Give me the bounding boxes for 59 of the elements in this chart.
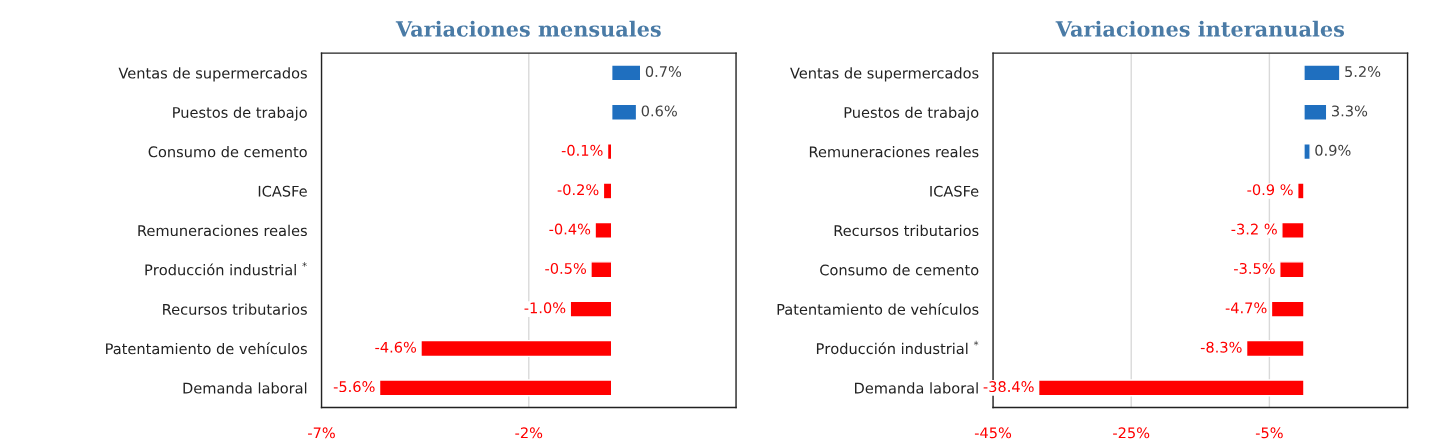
data-label: -8.3% <box>1200 341 1242 353</box>
y-tick-label: Recursos tributarios <box>834 224 979 237</box>
bar <box>1303 143 1311 161</box>
bar <box>569 300 613 318</box>
data-label: -0.1% <box>561 144 603 156</box>
chart-title: Variaciones interanuales <box>1055 20 1345 37</box>
bar <box>1297 182 1305 200</box>
data-label: -4.7% <box>1225 302 1267 314</box>
x-tick-label: -25% <box>1113 427 1150 439</box>
data-label: 5.2% <box>1345 66 1381 78</box>
y-tick-label: Remuneraciones reales <box>809 146 979 158</box>
data-label: -5.6% <box>333 381 375 393</box>
bar <box>1037 379 1305 397</box>
data-label: -0.5% <box>545 262 587 274</box>
y-tick-label: Producción industrial $^{*}$ <box>145 262 307 276</box>
data-label: -0.4% <box>549 223 591 235</box>
y-tick-label: Patentamiento de vehículos <box>106 342 307 355</box>
bar <box>606 143 613 161</box>
bar <box>602 182 613 200</box>
y-tick-label: Recursos tributarios <box>163 303 307 315</box>
y-tick-label: Remuneraciones reales <box>138 224 307 237</box>
data-label: 0.9% <box>1315 144 1351 156</box>
bar <box>1303 64 1341 82</box>
y-tick-label: Consumo de cemento <box>148 146 307 158</box>
chart-title: Variaciones mensuales <box>395 20 661 37</box>
bar <box>610 64 642 82</box>
data-label: -38.4% <box>983 381 1034 393</box>
bar <box>420 339 613 358</box>
bar <box>1279 261 1305 279</box>
y-tick-label: Producción industrial $^{*}$ <box>816 340 979 355</box>
data-label: -0.2% <box>557 184 599 196</box>
bar <box>594 221 613 239</box>
y-tick-label: ICASFe <box>258 185 307 197</box>
data-label: -4.6% <box>375 341 417 353</box>
y-tick-label: Demanda laboral <box>183 382 307 394</box>
data-label: -3.5% <box>1234 262 1275 274</box>
data-label: 3.3% <box>1331 105 1368 117</box>
y-tick-label: ICASFe <box>930 185 979 197</box>
data-label: -1.0% <box>524 302 566 314</box>
bar <box>1281 221 1305 239</box>
y-tick-label: Ventas de supermercados <box>118 67 307 82</box>
y-tick-label: Demanda laboral <box>855 382 978 394</box>
y-tick-label: Puestos de trabajo <box>844 106 979 121</box>
y-tick-label: Consumo de cemento <box>820 264 979 276</box>
bar <box>1303 103 1328 121</box>
x-tick-label: -2% <box>515 427 543 439</box>
x-tick-label: -7% <box>308 427 335 439</box>
bar <box>590 261 613 279</box>
data-label: -0.9 % <box>1247 184 1293 196</box>
y-tick-label: Ventas de supermercados <box>790 67 979 82</box>
x-tick-label: -45% <box>974 427 1012 439</box>
y-tick-label: Puestos de trabajo <box>173 106 307 121</box>
bar <box>378 379 613 397</box>
x-tick-label: -5% <box>1255 427 1283 439</box>
bar <box>1270 300 1305 318</box>
data-label: 0.6% <box>641 105 677 117</box>
data-label: 0.7% <box>645 66 682 78</box>
y-tick-label: Patentamiento de vehículos <box>777 302 979 315</box>
data-label: -3.2 % <box>1231 223 1277 235</box>
